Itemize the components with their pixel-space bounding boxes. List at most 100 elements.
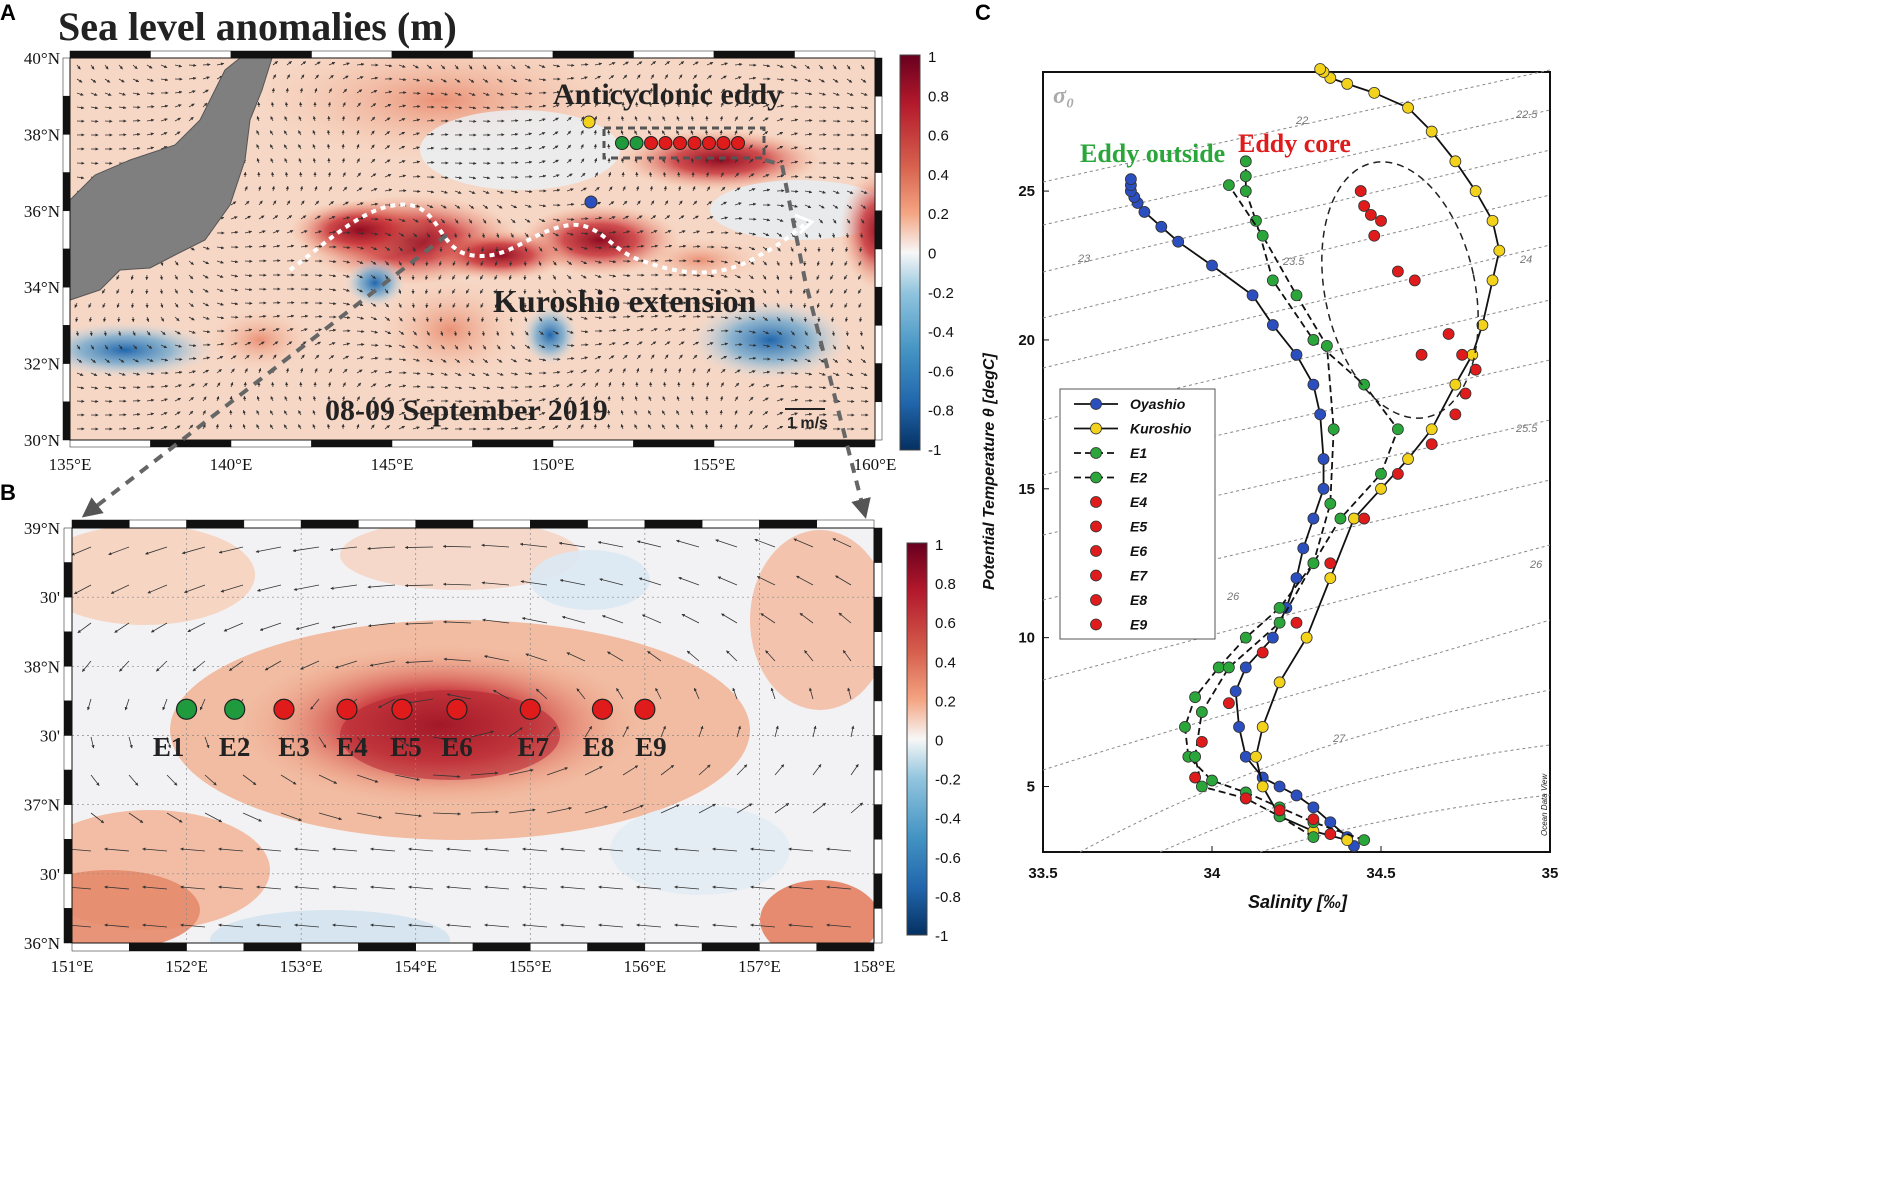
data-point (1290, 616, 1303, 629)
velocity-arrow (818, 133, 827, 137)
velocity-arrow (244, 186, 248, 192)
velocity-arrow (384, 131, 390, 136)
velocity-arrow (552, 384, 560, 388)
velocity-arrow (552, 316, 558, 322)
velocity-arrow (285, 101, 289, 108)
data-point (1179, 721, 1191, 733)
velocity-arrow (230, 274, 239, 278)
velocity-arrow (524, 64, 531, 69)
velocity-arrow (580, 424, 584, 430)
velocity-arrow (272, 200, 277, 206)
frame-segment (243, 942, 302, 952)
frame-segment (391, 439, 473, 448)
velocity-arrow (272, 74, 277, 80)
velocity-arrow (552, 117, 559, 122)
velocity-arrow (524, 91, 533, 96)
velocity-arrow (398, 218, 406, 222)
velocity-arrow (188, 316, 195, 321)
velocity-arrow (269, 424, 274, 430)
velocity-arrow (230, 230, 239, 235)
legend-label: Kuroshio (1130, 421, 1192, 437)
velocity-arrow (116, 274, 120, 280)
data-point (1364, 209, 1377, 221)
velocity-arrow (440, 330, 444, 336)
velocity-arrow (482, 218, 487, 224)
velocity-arrow (202, 260, 210, 265)
velocity-arrow (356, 202, 364, 206)
velocity-arrow (328, 88, 332, 94)
velocity-arrow (384, 232, 392, 237)
velocity-arrow (312, 157, 317, 164)
velocity-arrow (160, 104, 169, 108)
data-point (1273, 804, 1286, 817)
lat-tick-label: 37°N (24, 796, 60, 815)
velocity-arrow (356, 187, 363, 192)
velocity-arrow (440, 372, 448, 376)
velocity-arrow (132, 92, 141, 96)
isopycnal-label: 27 (1332, 733, 1346, 745)
velocity-arrow (593, 129, 597, 136)
velocity-arrow (341, 395, 346, 402)
data-point (1250, 750, 1262, 763)
velocity-arrow (384, 411, 391, 416)
velocity-arrow (258, 341, 265, 346)
velocity-arrow (552, 159, 559, 164)
colorbar-tick-label: 0 (935, 733, 943, 750)
data-point (1402, 101, 1414, 114)
frame-segment (873, 839, 883, 875)
velocity-arrow (552, 397, 559, 402)
velocity-arrow (314, 341, 321, 346)
velocity-arrow (244, 368, 248, 374)
data-point (1239, 170, 1252, 183)
ts-legend: Oyashio Kuroshio E1 E2 E4 E5 E6 E7 E8 E9 (1059, 388, 1216, 640)
velocity-arrow (494, 302, 498, 308)
velocity-arrow (398, 104, 407, 108)
velocity-arrow (356, 231, 365, 235)
velocity-arrow (118, 386, 127, 390)
velocity-arrow (328, 259, 337, 264)
velocity-arrow (580, 356, 588, 360)
velocity-arrow (342, 342, 351, 346)
velocity-arrow (398, 288, 402, 294)
velocity-arrow (370, 356, 379, 360)
velocity-arrow (426, 160, 435, 165)
velocity-arrow (510, 344, 516, 350)
velocity-arrow (132, 146, 141, 151)
data-point (1307, 334, 1320, 346)
y-tick-label: 10 (1018, 630, 1035, 647)
velocity-arrow (256, 410, 260, 416)
velocity-arrow (510, 92, 519, 96)
frame-segment (63, 908, 73, 944)
velocity-arrow (244, 354, 250, 360)
velocity-arrow (76, 106, 85, 110)
data-point (1124, 173, 1137, 186)
velocity-arrow (552, 330, 559, 335)
velocity-arrow (298, 424, 302, 430)
data-point (1392, 423, 1404, 436)
velocity-arrow (552, 288, 556, 294)
frame-segment (415, 942, 474, 952)
frame-segment (633, 439, 715, 448)
scale-label: 1 m/s (787, 415, 828, 432)
velocity-arrow (298, 144, 302, 150)
velocity-arrow (342, 201, 349, 206)
velocity-arrow (398, 160, 406, 164)
lon-tick-label: 157°E (738, 957, 781, 976)
velocity-arrow (496, 78, 503, 83)
velocity-arrow (494, 288, 498, 294)
velocity-arrow (384, 260, 390, 266)
velocity-arrow (243, 395, 247, 402)
velocity-arrow (272, 328, 280, 332)
velocity-arrow (510, 119, 519, 123)
velocity-arrow (454, 344, 459, 350)
velocity-arrow (440, 175, 449, 180)
frame-segment (63, 596, 73, 633)
velocity-arrow (104, 344, 109, 350)
lon-tick-label: 150°E (532, 455, 575, 474)
station-marker-a (629, 136, 644, 150)
velocity-arrow (244, 200, 250, 206)
velocity-arrow (580, 187, 587, 192)
velocity-arrow (524, 146, 533, 150)
legend-label: Oyashio (1130, 396, 1186, 412)
velocity-arrow (479, 288, 484, 294)
